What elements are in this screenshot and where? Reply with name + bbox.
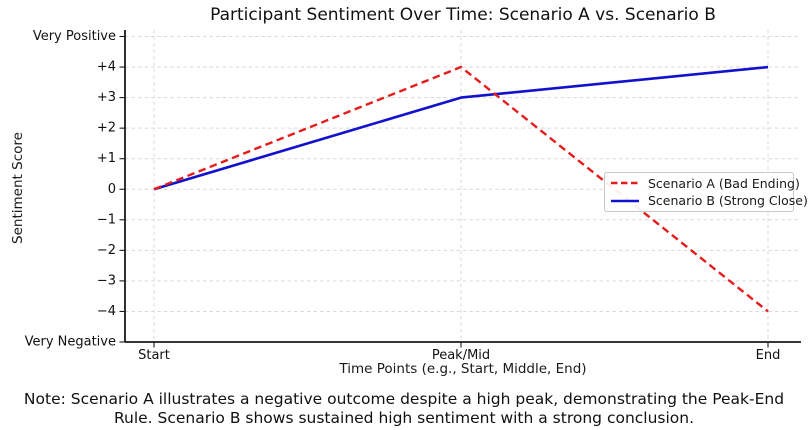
chart-title: Participant Sentiment Over Time: Scenari…	[210, 5, 716, 25]
y-tick-label: +4	[97, 60, 116, 75]
y-tick-label: +1	[97, 151, 116, 166]
legend-row-scenario-b: Scenario B (Strong Close)	[610, 192, 808, 209]
legend-line-scenario-a-icon	[611, 181, 639, 185]
y-tick-label: +3	[97, 90, 116, 105]
series-line-0	[153, 65, 769, 313]
x-tick-label: End	[756, 348, 781, 363]
y-axis-label: Sentiment Score	[10, 132, 26, 244]
y-tick-label: −2	[97, 243, 116, 258]
footnote-line-2: Rule. Scenario B shows sustained high se…	[113, 409, 695, 427]
y-tick-label: Very Positive	[33, 29, 116, 44]
legend-label-scenario-b: Scenario B (Strong Close)	[648, 193, 808, 209]
legend-line-scenario-b-icon	[611, 199, 639, 203]
x-axis-label: Time Points (e.g., Start, Middle, End)	[339, 361, 587, 377]
y-tick-label: −1	[97, 212, 116, 227]
x-tick-label: Peak/Mid	[432, 348, 490, 363]
legend-row-scenario-a: Scenario A (Bad Ending)	[610, 175, 800, 192]
x-tick-label: Start	[138, 348, 170, 363]
y-tick-label: −3	[97, 273, 116, 288]
legend: Scenario A (Bad Ending) Scenario B (Stro…	[604, 172, 808, 212]
y-tick-label: +2	[97, 121, 116, 136]
legend-label-scenario-a: Scenario A (Bad Ending)	[648, 175, 800, 191]
y-tick-label: −4	[97, 304, 116, 319]
y-tick-label: Very Negative	[25, 335, 116, 350]
series-line-1	[153, 65, 769, 191]
y-tick-label: 0	[108, 182, 116, 197]
footnote-line-1: Note: Scenario A illustrates a negative …	[23, 390, 785, 408]
